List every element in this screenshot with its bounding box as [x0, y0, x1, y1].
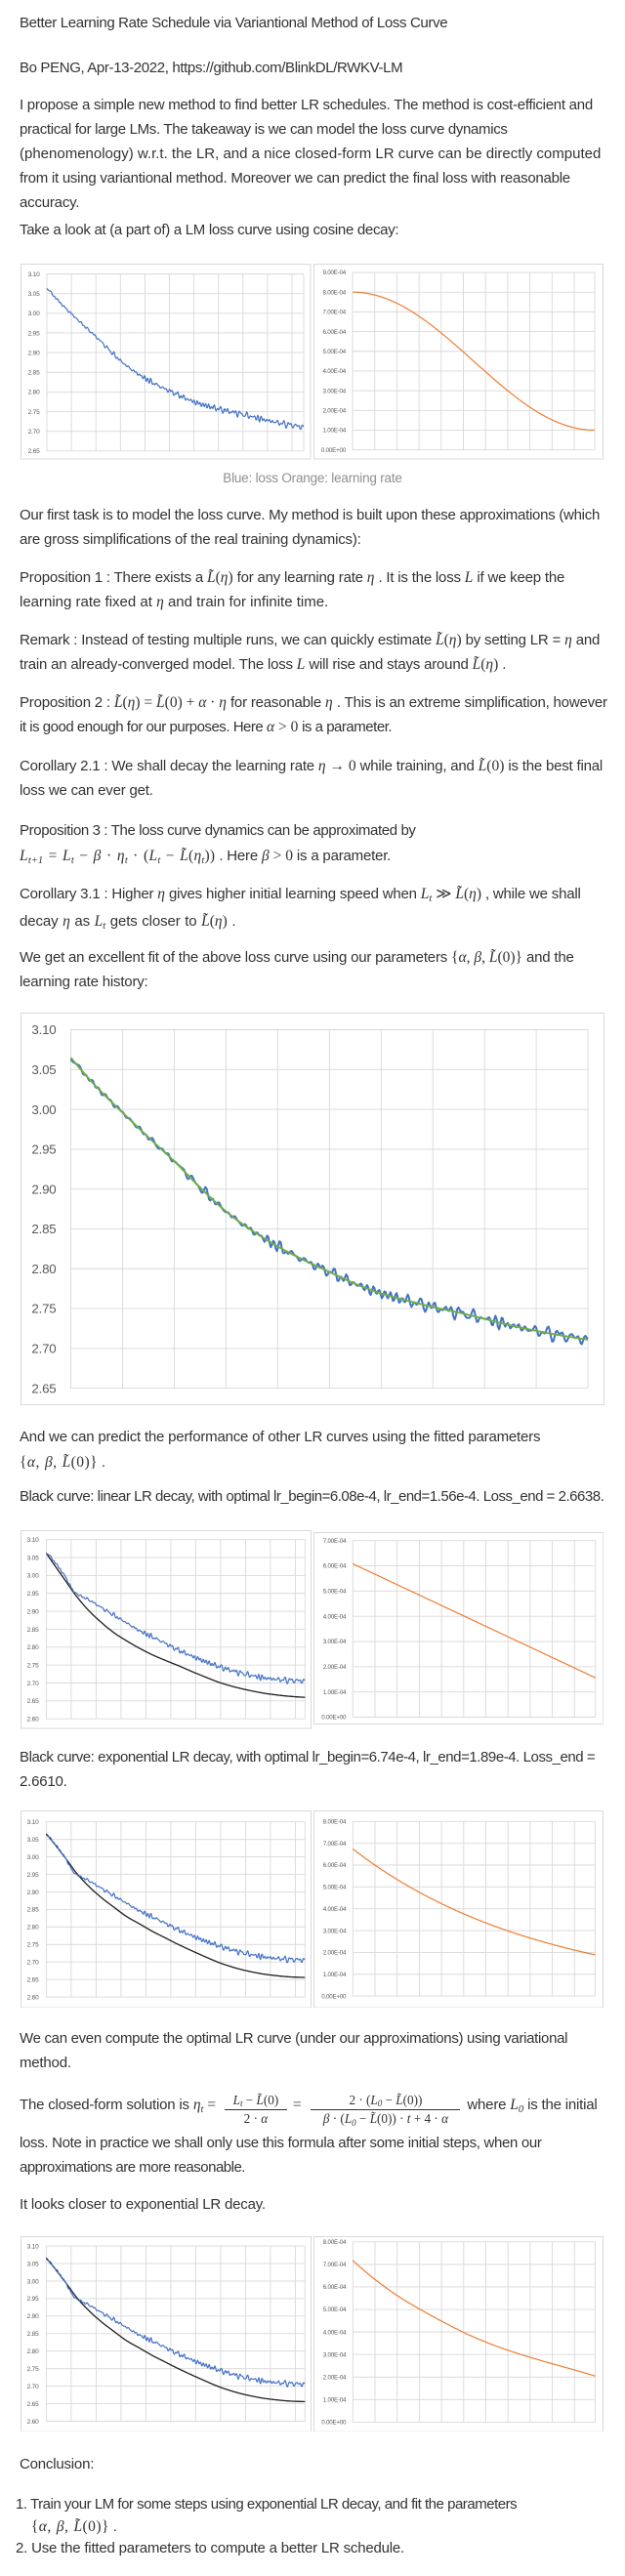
svg-text:3.00E-04: 3.00E-04 — [322, 2351, 346, 2358]
svg-text:2.75: 2.75 — [26, 1941, 38, 1948]
svg-text:3.00E-04: 3.00E-04 — [322, 1928, 346, 1934]
svg-text:6.00E-04: 6.00E-04 — [322, 2284, 346, 2291]
svg-text:2.95: 2.95 — [26, 1871, 38, 1878]
svg-text:4.00E-04: 4.00E-04 — [322, 2329, 346, 2336]
svg-text:3.00E-04: 3.00E-04 — [322, 1639, 346, 1645]
svg-text:4.00E-04: 4.00E-04 — [322, 1613, 346, 1620]
svg-text:5.00E-04: 5.00E-04 — [322, 349, 346, 355]
svg-text:2.75: 2.75 — [31, 1302, 56, 1316]
svg-text:0.00E+00: 0.00E+00 — [321, 2419, 347, 2426]
svg-text:2.00E-04: 2.00E-04 — [322, 1949, 346, 1956]
svg-text:2.90: 2.90 — [31, 1182, 56, 1196]
svg-text:2.70: 2.70 — [28, 429, 40, 436]
svg-text:3.10: 3.10 — [26, 1819, 38, 1826]
svg-text:4.00E-04: 4.00E-04 — [322, 1905, 346, 1912]
svg-text:0.00E+00: 0.00E+00 — [321, 1993, 347, 2000]
svg-text:2.85: 2.85 — [31, 1222, 56, 1236]
svg-text:2.80: 2.80 — [28, 390, 40, 396]
svg-text:2.95: 2.95 — [26, 2296, 38, 2303]
svg-text:6.00E-04: 6.00E-04 — [322, 1862, 346, 1869]
svg-text:1.00E-04: 1.00E-04 — [322, 1971, 346, 1977]
svg-text:3.10: 3.10 — [26, 1537, 38, 1544]
svg-text:2.95: 2.95 — [26, 1591, 38, 1598]
svg-text:2.75: 2.75 — [26, 2366, 38, 2373]
svg-text:7.00E-04: 7.00E-04 — [322, 1537, 346, 1544]
svg-text:2.85: 2.85 — [26, 2331, 38, 2338]
svg-text:2.00E-04: 2.00E-04 — [322, 408, 346, 415]
svg-text:5.00E-04: 5.00E-04 — [322, 1884, 346, 1890]
svg-text:2.75: 2.75 — [28, 409, 40, 416]
svg-text:3.05: 3.05 — [26, 1836, 38, 1843]
svg-text:2.85: 2.85 — [26, 1627, 38, 1634]
svg-text:3.00: 3.00 — [26, 2278, 38, 2285]
svg-text:3.10: 3.10 — [28, 271, 40, 278]
svg-text:2.75: 2.75 — [26, 1662, 38, 1669]
svg-text:2.80: 2.80 — [26, 1924, 38, 1931]
svg-text:2.65: 2.65 — [26, 1976, 38, 1983]
svg-text:3.10: 3.10 — [31, 1022, 56, 1037]
svg-text:2.85: 2.85 — [26, 1906, 38, 1913]
svg-text:2.90: 2.90 — [26, 1889, 38, 1895]
svg-text:0.00E+00: 0.00E+00 — [320, 447, 346, 454]
svg-text:8.00E-04: 8.00E-04 — [322, 2239, 346, 2246]
svg-text:1.00E-04: 1.00E-04 — [322, 2396, 346, 2403]
svg-text:3.00: 3.00 — [28, 311, 40, 317]
svg-text:2.90: 2.90 — [26, 2313, 38, 2320]
svg-text:3.00: 3.00 — [26, 1573, 38, 1580]
svg-text:2.80: 2.80 — [31, 1262, 56, 1276]
svg-text:5.00E-04: 5.00E-04 — [322, 1588, 346, 1595]
svg-text:2.95: 2.95 — [28, 330, 40, 337]
svg-text:2.65: 2.65 — [26, 1698, 38, 1705]
svg-text:3.05: 3.05 — [26, 2261, 38, 2267]
svg-text:2.60: 2.60 — [26, 1717, 38, 1724]
svg-text:0.00E+00: 0.00E+00 — [321, 1714, 347, 1721]
svg-text:2.60: 2.60 — [26, 2418, 38, 2425]
svg-text:3.10: 3.10 — [26, 2243, 38, 2250]
svg-text:8.00E-04: 8.00E-04 — [322, 289, 346, 296]
svg-text:7.00E-04: 7.00E-04 — [322, 310, 346, 316]
svg-text:2.65: 2.65 — [28, 448, 40, 455]
svg-text:2.95: 2.95 — [31, 1143, 56, 1157]
svg-text:8.00E-04: 8.00E-04 — [322, 1818, 346, 1825]
svg-text:2.70: 2.70 — [31, 1342, 56, 1356]
svg-text:2.70: 2.70 — [26, 1681, 38, 1687]
svg-text:2.80: 2.80 — [26, 2348, 38, 2355]
svg-text:2.60: 2.60 — [26, 1994, 38, 2001]
svg-text:2.85: 2.85 — [28, 370, 40, 377]
svg-text:3.00: 3.00 — [26, 1853, 38, 1860]
svg-text:2.00E-04: 2.00E-04 — [322, 1664, 346, 1671]
svg-text:3.00: 3.00 — [31, 1102, 56, 1117]
svg-text:2.65: 2.65 — [26, 2400, 38, 2407]
svg-text:2.70: 2.70 — [26, 1959, 38, 1966]
svg-text:1.00E-04: 1.00E-04 — [322, 1688, 346, 1695]
svg-text:1.00E-04: 1.00E-04 — [322, 428, 346, 435]
svg-text:4.00E-04: 4.00E-04 — [322, 368, 346, 375]
svg-text:2.00E-04: 2.00E-04 — [322, 2374, 346, 2381]
svg-text:6.00E-04: 6.00E-04 — [322, 329, 346, 336]
svg-text:3.00E-04: 3.00E-04 — [322, 388, 346, 395]
svg-text:3.05: 3.05 — [26, 1555, 38, 1561]
svg-text:7.00E-04: 7.00E-04 — [322, 2262, 346, 2268]
svg-text:3.05: 3.05 — [31, 1062, 56, 1077]
svg-text:2.65: 2.65 — [31, 1381, 56, 1395]
svg-text:9.00E-04: 9.00E-04 — [322, 270, 346, 276]
svg-text:7.00E-04: 7.00E-04 — [322, 1840, 346, 1847]
svg-text:2.90: 2.90 — [26, 1608, 38, 1615]
svg-text:2.70: 2.70 — [26, 2384, 38, 2390]
svg-text:3.05: 3.05 — [28, 291, 40, 298]
svg-text:6.00E-04: 6.00E-04 — [322, 1562, 346, 1569]
svg-text:2.90: 2.90 — [28, 350, 40, 356]
svg-text:2.80: 2.80 — [26, 1644, 38, 1651]
svg-text:5.00E-04: 5.00E-04 — [322, 2306, 346, 2313]
